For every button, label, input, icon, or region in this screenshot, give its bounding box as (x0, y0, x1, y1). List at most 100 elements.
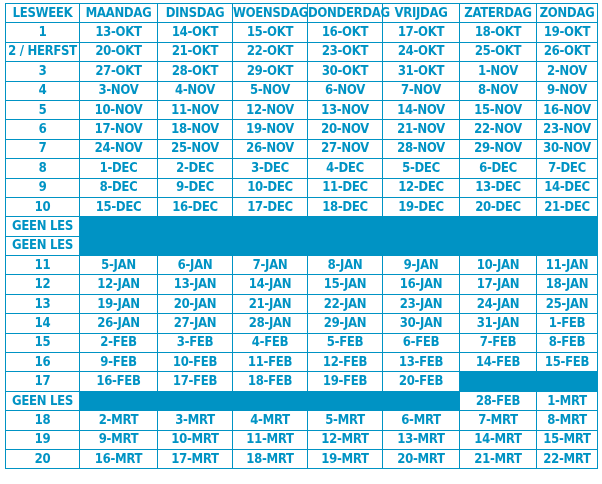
date-cell: 19-NOV (232, 119, 308, 140)
table-row: GEEN LES 28-FEB 1-MRT (5, 390, 598, 412)
date-cell: 18-JAN (536, 274, 598, 295)
date-cell: 19-FEB (307, 371, 383, 392)
week-label-cell: 5 (5, 99, 80, 121)
date-cell: 17-OKT (382, 22, 460, 43)
table-row: 2 / HERFST 20-OKT 21-OKT 22-OKT 23-OKT 24-OKT… (5, 41, 598, 63)
date-cell: 7-FEB (459, 332, 537, 354)
date-cell: 16-OKT (307, 22, 383, 43)
date-cell: 27-OKT (79, 61, 158, 82)
date-cell: 22-JAN (307, 293, 383, 315)
date-cell: 14-JAN (232, 274, 308, 295)
week-label-cell: 4 (5, 80, 80, 101)
week-label-cell: 15 (5, 332, 80, 354)
date-cell: 9-FEB (79, 352, 158, 373)
date-cell: 17-FEB (157, 371, 233, 392)
week-label-cell: 8 (5, 158, 80, 179)
column-header-zaterdag: ZATERDAG (459, 2, 537, 24)
date-cell: 5-NOV (232, 80, 308, 101)
week-label-cell: 18 (5, 410, 80, 431)
date-cell: 17-DEC (232, 196, 308, 218)
date-cell: 28-JAN (232, 313, 308, 334)
date-cell: 14-NOV (382, 99, 460, 121)
date-cell: 25-OKT (459, 41, 537, 63)
week-label-cell: 7 (5, 138, 80, 160)
date-cell: 6-FEB (382, 332, 460, 354)
date-cell: 1-DEC (79, 158, 158, 179)
column-header-maandag: MAANDAG (79, 2, 158, 24)
table-row: 12 12-JAN 13-JAN 14-JAN 15-JAN 16-JAN 17-JAN 18… (5, 274, 598, 295)
date-cell: 16-NOV (536, 99, 598, 121)
date-cell: 22-OKT (232, 41, 308, 63)
date-cell: 22-MRT (536, 448, 598, 470)
table-row: 20 16-MRT 17-MRT 18-MRT 19-MRT 20-MRT 21-MRT 22… (5, 448, 598, 470)
date-cell: 12-NOV (232, 99, 308, 121)
week-label-cell: 16 (5, 352, 80, 373)
week-label-cell: 1 (5, 22, 80, 43)
table-row: 11 5-JAN 6-JAN 7-JAN 8-JAN 9-JAN 10-JAN 11-JAN (5, 255, 598, 276)
week-label-cell: 11 (5, 255, 80, 276)
no-class-cell (79, 390, 158, 412)
date-cell: 9-NOV (536, 80, 598, 101)
date-cell: 20-JAN (157, 293, 233, 315)
no-class-cell (382, 235, 460, 257)
date-cell: 18-OKT (459, 22, 537, 43)
date-cell: 14-DEC (536, 177, 598, 198)
date-cell: 27-JAN (157, 313, 233, 334)
table-row: 1 13-OKT 14-OKT 15-OKT 16-OKT 17-OKT 18-OKT 19-… (5, 22, 598, 43)
date-cell: 20-FEB (382, 371, 460, 392)
table-row: GEEN LES (5, 235, 598, 257)
date-cell: 19-JAN (79, 293, 158, 315)
date-cell: 5-DEC (382, 158, 460, 179)
no-class-cell (382, 390, 460, 412)
week-label-cell: GEEN LES (5, 235, 80, 257)
no-class-cell (232, 235, 308, 257)
date-cell: 14-FEB (459, 352, 537, 373)
date-cell: 28-NOV (382, 138, 460, 160)
column-header-zondag: ZONDAG (536, 2, 598, 24)
date-cell: 15-FEB (536, 352, 598, 373)
no-class-cell (536, 371, 598, 392)
date-cell: 7-NOV (382, 80, 460, 101)
date-cell: 28-OKT (157, 61, 233, 82)
date-cell: 25-NOV (157, 138, 233, 160)
date-cell: 29-NOV (459, 138, 537, 160)
date-cell: 17-JAN (459, 274, 537, 295)
date-cell: 16-JAN (382, 274, 460, 295)
date-cell: 8-JAN (307, 255, 383, 276)
date-cell: 7-DEC (536, 158, 598, 179)
table-row: 9 8-DEC 9-DEC 10-DEC 11-DEC 12-DEC 13-DEC 14-DE… (5, 177, 598, 198)
date-cell: 15-JAN (307, 274, 383, 295)
date-cell: 23-OKT (307, 41, 383, 63)
week-label-cell: GEEN LES (5, 216, 80, 237)
table-row: 8 1-DEC 2-DEC 3-DEC 4-DEC 5-DEC 6-DEC 7-DEC (5, 158, 598, 179)
date-cell: 31-JAN (459, 313, 537, 334)
header-row: LESWEEK MAANDAG DINSDAG WOENSDAG DONDERDAG VR… (5, 2, 598, 24)
date-cell: 14-OKT (157, 22, 233, 43)
date-cell: 12-DEC (382, 177, 460, 198)
date-cell: 24-JAN (459, 293, 537, 315)
date-cell: 28-FEB (459, 390, 537, 412)
date-cell: 8-NOV (459, 80, 537, 101)
date-cell: 21-OKT (157, 41, 233, 63)
date-cell: 8-FEB (536, 332, 598, 354)
date-cell: 17-MRT (157, 448, 233, 470)
date-cell: 18-FEB (232, 371, 308, 392)
table-row: 13 19-JAN 20-JAN 21-JAN 22-JAN 23-JAN 24-JAN 25… (5, 293, 598, 315)
date-cell: 4-FEB (232, 332, 308, 354)
date-cell: 30-JAN (382, 313, 460, 334)
date-cell: 10-JAN (459, 255, 537, 276)
date-cell: 11-DEC (307, 177, 383, 198)
week-label-cell: 9 (5, 177, 80, 198)
date-cell: 24-NOV (79, 138, 158, 160)
date-cell: 2-FEB (79, 332, 158, 354)
date-cell: 15-NOV (459, 99, 537, 121)
week-label-cell: 12 (5, 274, 80, 295)
week-label-cell: 6 (5, 119, 80, 140)
date-cell: 11-JAN (536, 255, 598, 276)
date-cell: 30-NOV (536, 138, 598, 160)
date-cell: 15-MRT (536, 429, 598, 450)
date-cell: 12-JAN (79, 274, 158, 295)
week-label-cell: 2 / HERFST (5, 41, 80, 63)
date-cell: 1-FEB (536, 313, 598, 334)
date-cell: 3-FEB (157, 332, 233, 354)
